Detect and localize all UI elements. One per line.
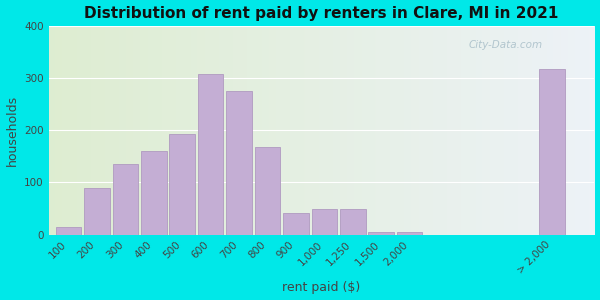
X-axis label: rent paid ($): rent paid ($) [283, 281, 361, 294]
Bar [84, 188, 110, 235]
Bar [113, 164, 138, 235]
Bar [198, 74, 223, 235]
Bar [311, 208, 337, 235]
Y-axis label: households: households [5, 95, 19, 166]
Bar [539, 69, 565, 235]
Bar [255, 147, 280, 235]
Bar [340, 208, 365, 235]
Bar [283, 213, 309, 235]
Bar [226, 91, 252, 235]
Bar [397, 232, 422, 235]
Title: Distribution of rent paid by renters in Clare, MI in 2021: Distribution of rent paid by renters in … [85, 6, 559, 21]
Bar [56, 227, 81, 235]
Bar [368, 232, 394, 235]
Bar [169, 134, 195, 235]
Text: City-Data.com: City-Data.com [469, 40, 543, 50]
Bar [141, 151, 167, 235]
